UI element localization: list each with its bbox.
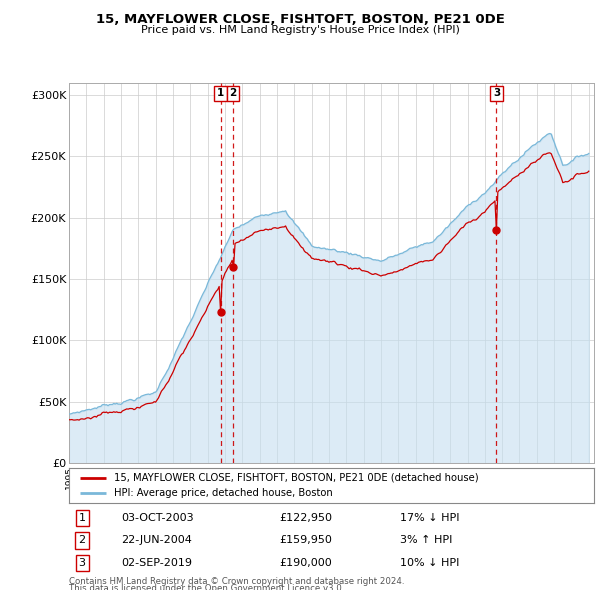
Text: 03-OCT-2003: 03-OCT-2003 xyxy=(121,513,194,523)
Text: £190,000: £190,000 xyxy=(279,558,332,568)
Text: 2: 2 xyxy=(229,88,237,99)
Text: 17% ↓ HPI: 17% ↓ HPI xyxy=(400,513,459,523)
Text: 10% ↓ HPI: 10% ↓ HPI xyxy=(400,558,459,568)
Text: 1: 1 xyxy=(79,513,86,523)
Text: 15, MAYFLOWER CLOSE, FISHTOFT, BOSTON, PE21 0DE: 15, MAYFLOWER CLOSE, FISHTOFT, BOSTON, P… xyxy=(95,13,505,26)
Text: 02-SEP-2019: 02-SEP-2019 xyxy=(121,558,193,568)
Text: This data is licensed under the Open Government Licence v3.0.: This data is licensed under the Open Gov… xyxy=(69,584,344,590)
Text: Contains HM Land Registry data © Crown copyright and database right 2024.: Contains HM Land Registry data © Crown c… xyxy=(69,577,404,586)
Text: 22-JUN-2004: 22-JUN-2004 xyxy=(121,536,193,545)
Text: 1: 1 xyxy=(217,88,224,99)
Text: 15, MAYFLOWER CLOSE, FISHTOFT, BOSTON, PE21 0DE (detached house): 15, MAYFLOWER CLOSE, FISHTOFT, BOSTON, P… xyxy=(113,473,478,483)
Text: 2: 2 xyxy=(79,536,86,545)
Text: HPI: Average price, detached house, Boston: HPI: Average price, detached house, Bost… xyxy=(113,489,332,499)
Text: Price paid vs. HM Land Registry's House Price Index (HPI): Price paid vs. HM Land Registry's House … xyxy=(140,25,460,35)
Text: 3: 3 xyxy=(493,88,500,99)
Text: 3: 3 xyxy=(79,558,86,568)
Text: 3% ↑ HPI: 3% ↑ HPI xyxy=(400,536,452,545)
Text: £122,950: £122,950 xyxy=(279,513,332,523)
Text: £159,950: £159,950 xyxy=(279,536,332,545)
